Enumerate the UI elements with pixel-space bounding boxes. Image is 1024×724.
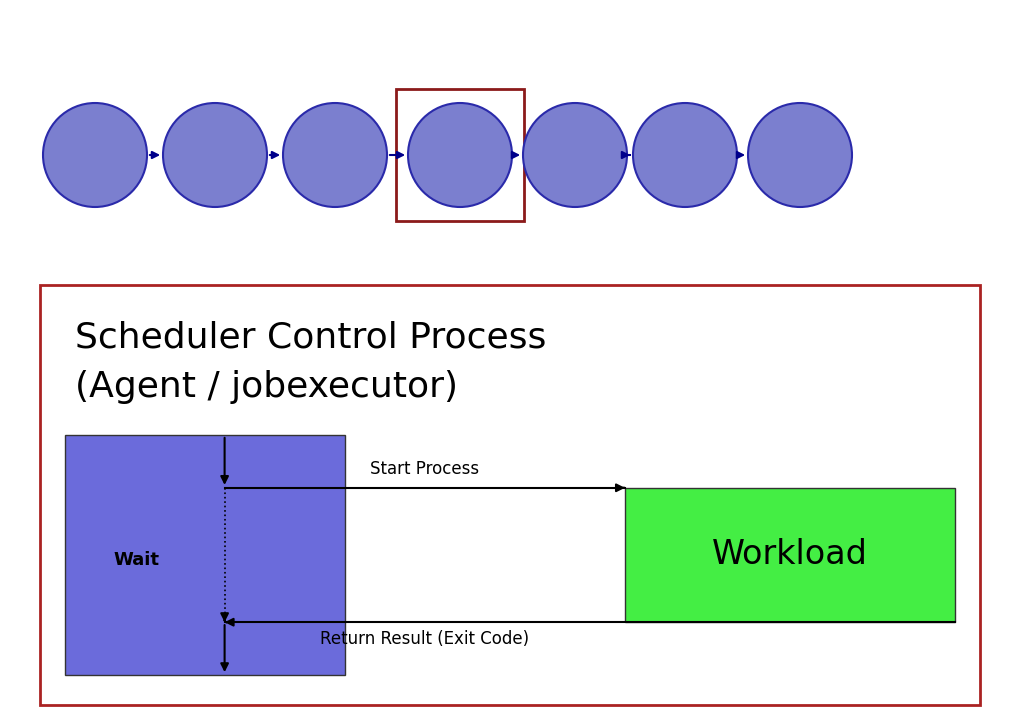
Bar (65, 435, 345, 675)
Bar (396, 89, 524, 221)
Circle shape (633, 103, 737, 207)
Circle shape (748, 103, 852, 207)
Circle shape (523, 103, 627, 207)
Circle shape (43, 103, 147, 207)
Text: Wait: Wait (114, 551, 160, 569)
Text: (Agent / jobexecutor): (Agent / jobexecutor) (75, 370, 458, 404)
Circle shape (163, 103, 267, 207)
Bar (625, 488, 955, 622)
Text: Scheduler Control Process: Scheduler Control Process (75, 320, 547, 354)
Text: Start Process: Start Process (371, 460, 479, 478)
Text: Return Result (Exit Code): Return Result (Exit Code) (321, 630, 529, 648)
Circle shape (408, 103, 512, 207)
Text: Workload: Workload (712, 539, 868, 571)
Circle shape (283, 103, 387, 207)
Bar (40, 285, 980, 705)
